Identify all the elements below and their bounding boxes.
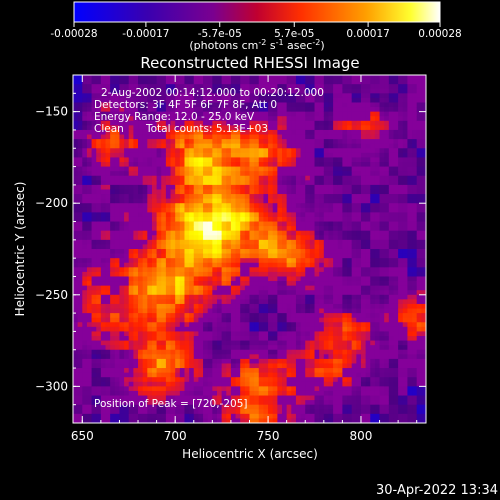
annotation-time: 2-Aug-2002 00:14:12.000 to 00:20:12.000	[101, 87, 324, 99]
chart-title: Reconstructed RHESSI Image	[140, 54, 359, 72]
colorbar-unit: (photons cm-2 s-1 asec-2)	[189, 38, 324, 53]
x-axis-label: Heliocentric X (arcsec)	[182, 447, 318, 461]
y-tick-label: −200	[35, 196, 68, 210]
annotation-peak: Position of Peak = [720,-205]	[94, 398, 248, 410]
colorbar: -0.00028 -0.00017 -5.7e-05 5.7e-05 0.00017 0.…	[50, 1, 462, 53]
colorbar-tick-label: -5.7e-05	[198, 28, 242, 40]
annotation-counts: Total counts: 5.13E+03	[145, 123, 268, 135]
x-tick-label: 800	[350, 429, 373, 443]
colorbar-tick-label: 5.7e-05	[274, 28, 314, 40]
colorbar-ticks: -0.00028 -0.00017 -5.7e-05 5.7e-05 0.00017 0.…	[50, 22, 462, 40]
x-tick-label: 650	[71, 429, 94, 443]
colorbar-tick-label: 0.00017	[346, 28, 389, 40]
colorbar-tick-label: -0.00028	[50, 28, 97, 40]
heatmap-image	[73, 75, 426, 423]
annotations: 2-Aug-2002 00:14:12.000 to 00:20:12.000 …	[94, 87, 324, 410]
annotation-detectors: Detectors: 3F 4F 5F 6F 7F 8F, Att 0	[94, 99, 277, 111]
y-tick-label: −300	[35, 379, 68, 393]
y-tick-label: −150	[35, 105, 68, 119]
timestamp: 30-Apr-2022 13:34	[376, 483, 498, 498]
x-tick-label: 700	[164, 429, 187, 443]
colorbar-tick-label: 0.00028	[418, 28, 461, 40]
annotation-method: Clean	[94, 123, 124, 135]
y-tick-label: −250	[35, 288, 68, 302]
y-axis-label: Heliocentric Y (arcsec)	[13, 182, 27, 317]
annotation-energy: Energy Range: 12.0 - 25.0 keV	[94, 111, 255, 123]
colorbar-gradient	[73, 1, 441, 23]
colorbar-tick-label: -0.00017	[122, 28, 169, 40]
x-tick-label: 750	[257, 429, 280, 443]
y-axis: −150 −200 −250 −300	[35, 74, 426, 424]
x-axis: 650 700 750 800	[71, 75, 418, 443]
